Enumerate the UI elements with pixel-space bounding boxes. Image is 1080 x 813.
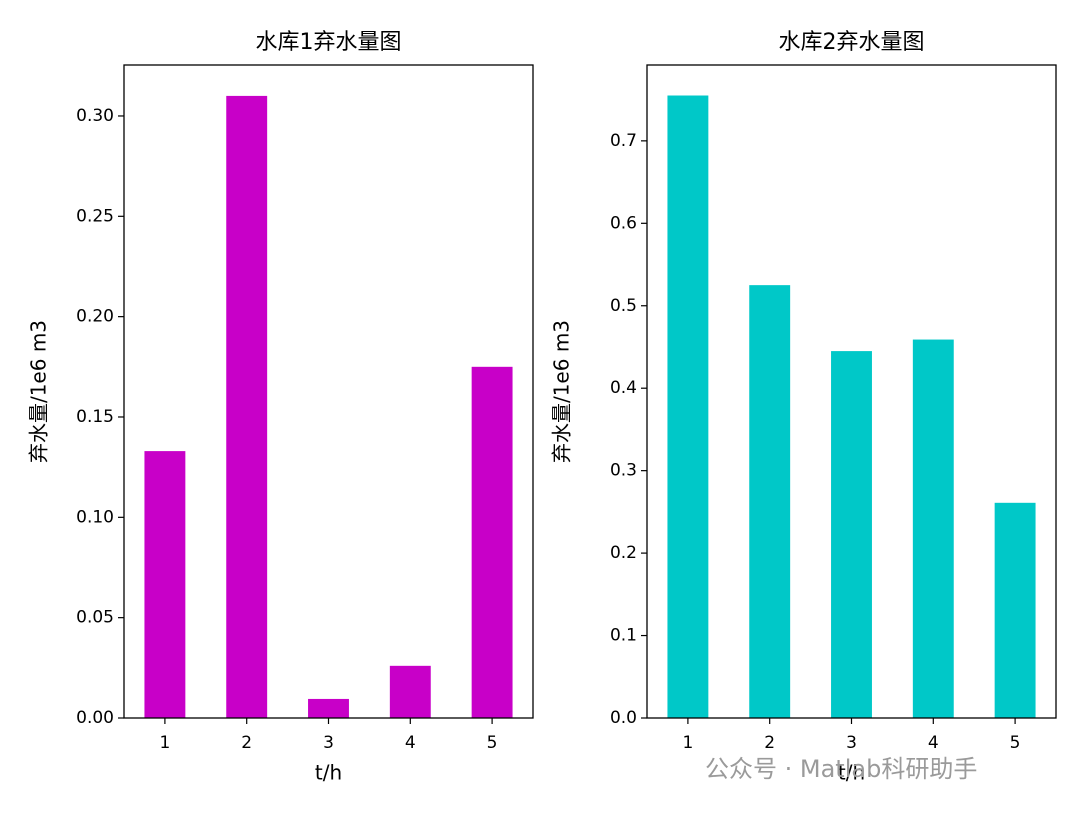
y-tick-label: 0.00 <box>76 708 114 728</box>
x-tick-label: 1 <box>159 733 170 753</box>
y-tick-label: 0.3 <box>610 461 637 481</box>
y-tick-label: 0.05 <box>76 608 114 628</box>
y-tick-label: 0.30 <box>76 106 114 126</box>
x-tick-label: 3 <box>846 733 857 753</box>
y-tick-label: 0.10 <box>76 507 114 527</box>
bar <box>667 95 709 719</box>
x-tick-label: 4 <box>928 733 939 753</box>
y-axis-label: 弃水量/1e6 m3 <box>27 320 51 463</box>
y-tick-label: 0.1 <box>610 626 637 646</box>
bar <box>471 366 513 718</box>
y-tick-label: 0.25 <box>76 206 114 226</box>
subplot: 0.0 0.1 0.2 0.3 0.4 0.5 0.6 0.7 1 2 3 4 5 水库2弃水量图 t/h 弃… <box>550 30 1057 785</box>
x-tick-label: 5 <box>1010 733 1021 753</box>
y-tick-label: 0.6 <box>610 213 637 233</box>
x-tick-label: 5 <box>487 733 498 753</box>
bar <box>226 95 268 719</box>
x-tick-label: 1 <box>682 733 693 753</box>
subplot: 0.00 0.05 0.10 0.15 0.20 0.25 0.30 1 2 3 4 5 水库1弃水量图… <box>27 30 534 785</box>
x-axis-label: t/h <box>838 761 865 785</box>
x-tick-label: 4 <box>405 733 416 753</box>
bar <box>389 665 431 718</box>
bar <box>749 285 791 718</box>
bar <box>912 339 954 718</box>
axes-frame <box>123 64 534 719</box>
y-tick-label: 0.20 <box>76 307 114 327</box>
bar <box>144 451 186 718</box>
x-tick-label: 3 <box>323 733 334 753</box>
x-axis-label: t/h <box>315 761 342 785</box>
chart-title: 水库1弃水量图 <box>256 30 402 55</box>
watermark: 公众号 · Matlab科研助手 <box>705 755 977 783</box>
axes-frame <box>646 64 1057 719</box>
y-axis-label: 弃水量/1e6 m3 <box>550 320 574 463</box>
y-tick-label: 0.15 <box>76 407 114 427</box>
chart-title: 水库2弃水量图 <box>779 30 925 55</box>
y-tick-label: 0.0 <box>610 708 637 728</box>
y-tick-label: 0.5 <box>610 296 637 316</box>
x-tick-label: 2 <box>764 733 775 753</box>
y-tick-label: 0.4 <box>610 378 637 398</box>
bar <box>831 351 872 718</box>
y-tick-label: 0.2 <box>610 543 637 563</box>
y-tick-label: 0.7 <box>610 131 637 151</box>
x-tick-label: 2 <box>241 733 252 753</box>
bar <box>308 698 349 718</box>
bar <box>994 502 1036 718</box>
